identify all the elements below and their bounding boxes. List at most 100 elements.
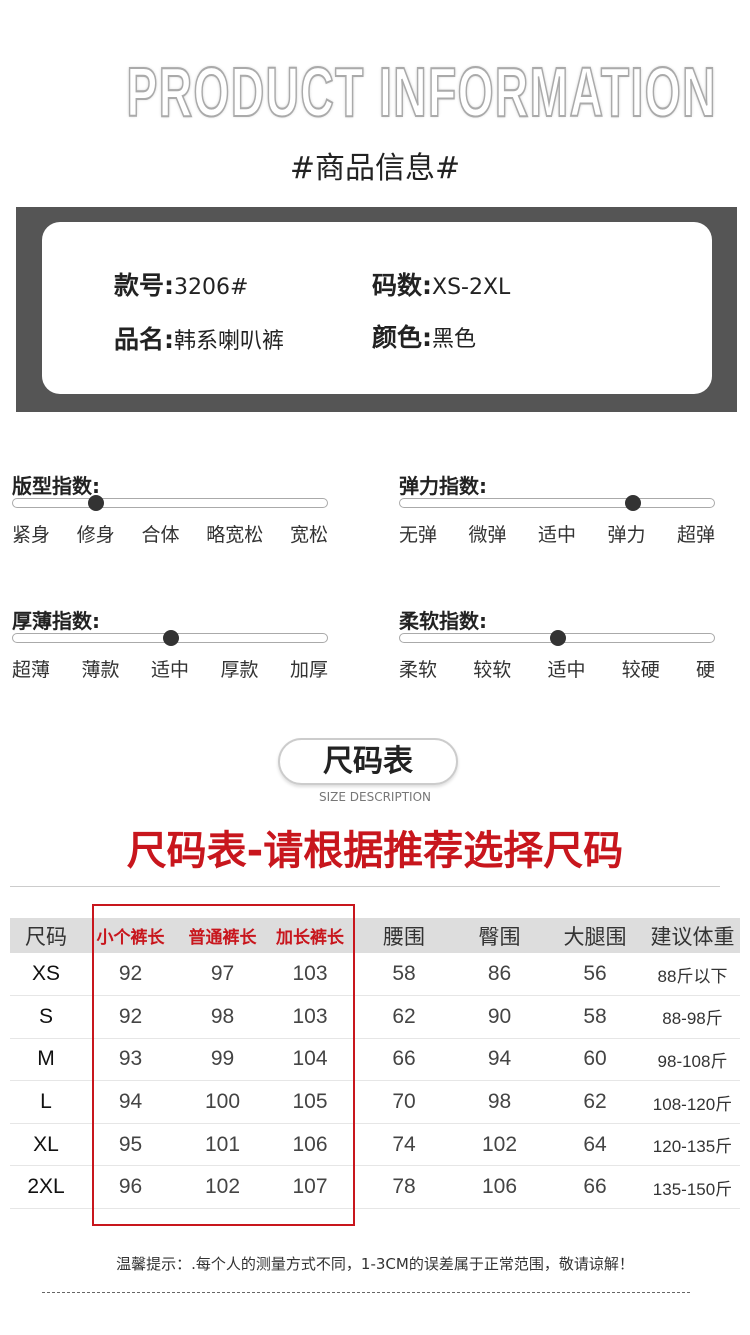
table-cell: 102 [179,1165,266,1210]
index-title: 版型指数: [12,474,100,498]
index-option: 宽松 [289,524,328,546]
index-option: 合体 [141,524,180,546]
index-option: 柔软 [399,659,438,681]
index-marker [550,630,566,646]
column-header: 小个裤长 [82,918,179,953]
table-cell: 94 [82,1080,179,1124]
table-cell: 106 [266,1123,354,1167]
index-option: 较硬 [621,659,660,681]
info-card: 款号:3206# 码数:XS-2XL 品名:韩系喇叭裤 颜色:黑色 [42,222,712,394]
table-cell: 93 [82,1038,179,1082]
table-cell: 108-120斤 [645,1080,740,1124]
index-title: 弹力指数: [399,474,487,498]
table-cell: 62 [545,1080,645,1124]
table-row: 2XL 96 102 107 78 106 66 135-150斤 [10,1165,740,1210]
product-information-title: PRODUCT INFORMATION [126,52,717,132]
size-description-label: SIZE DESCRIPTION [319,790,431,804]
table-cell: XS [10,953,82,997]
column-header: 大腿围 [545,918,645,953]
product-info-heading: #商品信息# [289,151,461,186]
table-cell: 74 [354,1123,454,1167]
index-option: 超薄 [12,659,51,681]
table-cell: XL [10,1123,82,1167]
table-row: XL 95 101 106 74 102 64 120-135斤 [10,1123,740,1167]
index-option: 厚款 [220,659,259,681]
index-track [12,630,328,646]
product-color: 颜色:黑色 [372,323,477,352]
index-option: 适中 [547,659,586,681]
table-cell: 98 [454,1080,545,1124]
index-option: 紧身 [12,524,51,546]
table-cell: 100 [179,1080,266,1124]
column-header: 普通裤长 [179,918,266,953]
table-cell: 97 [179,953,266,997]
table-cell: 64 [545,1123,645,1167]
index-option: 较软 [473,659,512,681]
table-cell: 104 [266,1038,354,1082]
table-cell: S [10,995,82,1039]
table-cell: 92 [82,995,179,1039]
table-row: M 93 99 104 66 94 60 98-108斤 [10,1038,740,1082]
table-cell: 2XL [10,1165,82,1210]
table-cell: 102 [454,1123,545,1167]
index-slider: 柔软指数: 柔软 较软 适中 较硬 硬 [399,605,715,681]
table-cell: 98-108斤 [645,1038,740,1082]
column-header: 尺码 [10,918,82,953]
table-cell: 99 [179,1038,266,1082]
table-cell: 78 [354,1165,454,1210]
table-cell: 90 [454,995,545,1039]
table-cell: 86 [454,953,545,997]
table-cell: 56 [545,953,645,997]
index-option: 加厚 [289,659,328,681]
table-cell: 62 [354,995,454,1039]
table-cell: 88斤以下 [645,953,740,997]
index-option: 硬 [695,659,715,681]
table-cell: 96 [82,1165,179,1210]
divider [10,886,720,887]
index-option: 修身 [76,524,115,546]
info-panel: 款号:3206# 码数:XS-2XL 品名:韩系喇叭裤 颜色:黑色 [16,207,737,412]
index-slider: 弹力指数: 无弹 微弹 适中 弹力 超弹 [399,470,715,546]
table-cell: 66 [545,1165,645,1210]
index-option: 略宽松 [206,524,264,546]
index-option: 超弹 [676,524,715,546]
table-cell: L [10,1080,82,1124]
index-option: 薄款 [81,659,120,681]
index-title: 厚薄指数: [12,609,100,633]
table-row: L 94 100 105 70 98 62 108-120斤 [10,1080,740,1124]
product-information-banner: PRODUCT INFORMATION [0,52,750,132]
style-number: 款号:3206# [114,271,249,300]
index-marker [163,630,179,646]
index-track [12,495,328,511]
table-cell: 103 [266,953,354,997]
index-option: 微弹 [468,524,507,546]
table-row: XS 92 97 103 58 86 56 88斤以下 [10,953,740,997]
index-track [399,495,715,511]
table-cell: 103 [266,995,354,1039]
column-header: 腰围 [354,918,454,953]
index-marker [625,495,641,511]
product-name: 品名:韩系喇叭裤 [114,325,285,354]
index-title: 柔软指数: [399,609,487,633]
index-option: 适中 [150,659,189,681]
index-slider: 厚薄指数: 超薄 薄款 适中 厚款 加厚 [12,605,328,681]
index-option: 无弹 [399,524,438,546]
table-cell: 135-150斤 [645,1165,740,1210]
table-cell: 105 [266,1080,354,1124]
table-cell: 70 [354,1080,454,1124]
index-marker [88,495,104,511]
column-header: 加长裤长 [266,918,354,953]
measurement-note: 温馨提示：.每个人的测量方式不同，1-3CM的误差属于正常范围，敬请谅解！ [116,1255,634,1273]
table-cell: 58 [354,953,454,997]
dashed-divider [42,1292,690,1293]
table-cell: 101 [179,1123,266,1167]
size-table: 尺码 小个裤长 普通裤长 加长裤长 腰围 臀围 大腿围 建议体重 XS 92 97 103 58 86 5… [10,918,740,1210]
table-cell: 98 [179,995,266,1039]
column-header: 臀围 [454,918,545,953]
table-cell: 60 [545,1038,645,1082]
table-cell: 106 [454,1165,545,1210]
table-cell: M [10,1038,82,1082]
table-cell: 94 [454,1038,545,1082]
table-cell: 58 [545,995,645,1039]
size-chart-pill: 尺码表 [278,738,458,785]
